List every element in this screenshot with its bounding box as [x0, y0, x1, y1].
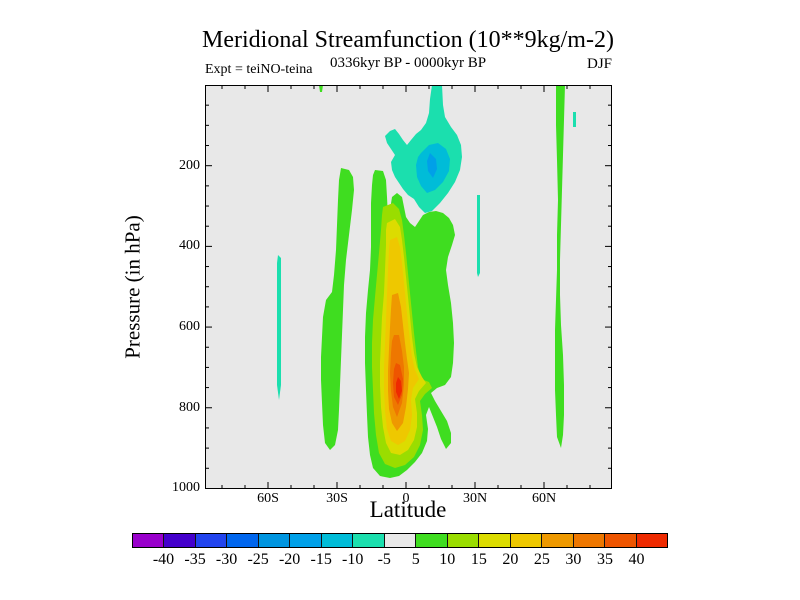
- colorbar-segment: [258, 534, 291, 547]
- period-label: 0336kyr BP - 0000kyr BP: [329, 55, 487, 71]
- colorbar-tick-label: 15: [470, 551, 487, 568]
- negative-sliver-31N: [477, 195, 480, 277]
- y-tick-label: 200: [179, 157, 200, 173]
- colorbar-segment: [542, 534, 574, 547]
- contour-band-65N-positive: [555, 85, 565, 448]
- colorbar-tick-label: 5: [411, 551, 420, 568]
- colorbar-segment: [133, 534, 165, 547]
- y-tick-label: 400: [179, 238, 200, 254]
- season-label: DJF: [586, 56, 612, 72]
- chart-title: Meridional Streamfunction (10**9kg/m-2): [202, 27, 614, 53]
- colorbar-tick-label: -10: [342, 551, 364, 568]
- colorbar-tick-label: -5: [377, 551, 391, 568]
- colorbar-tick-label: 25: [533, 551, 550, 568]
- main-positive-cell-core: [396, 377, 402, 399]
- colorbar-segment: [195, 534, 228, 547]
- colorbar: [132, 533, 668, 548]
- x-tick-label: 60S: [257, 491, 279, 506]
- colorbar-segment: [636, 534, 667, 547]
- colorbar-tick-label: -15: [310, 551, 332, 568]
- colorbar-tick-label: -40: [152, 551, 175, 568]
- colorbar-segment: [510, 534, 543, 547]
- colorbar-segment: [321, 534, 354, 547]
- colorbar-tick-label: 20: [502, 551, 519, 568]
- colorbar-segment: [605, 534, 637, 547]
- colorbar-segment: [164, 534, 196, 547]
- negative-sliver-56S: [277, 255, 281, 400]
- colorbar-segment: [447, 534, 480, 547]
- contour-plot: [205, 85, 612, 489]
- y-axis-title: Pressure (in hPa): [120, 215, 145, 359]
- colorbar-tick-label: -35: [184, 551, 206, 568]
- x-tick-label: 60N: [531, 491, 557, 506]
- contour-top-mark-positive: [319, 85, 323, 92]
- colorbar-tick-label: -20: [278, 551, 301, 568]
- colorbar-segment: [384, 534, 417, 547]
- negative-sliver-73N: [573, 112, 576, 127]
- colorbar-segment: [227, 534, 259, 547]
- colorbar-tick-label: -25: [247, 551, 269, 568]
- colorbar-segment: [353, 534, 385, 547]
- colorbar-segment: [290, 534, 322, 547]
- contour-band-30S-positive: [321, 168, 354, 450]
- colorbar-tick-label: 30: [565, 551, 582, 568]
- colorbar-tick-label: 35: [596, 551, 613, 568]
- colorbar-segment: [416, 534, 448, 547]
- y-tick-label: 1000: [172, 480, 200, 496]
- x-axis-title: Latitude: [369, 497, 447, 522]
- contour-fills: [277, 85, 576, 478]
- upper-negative-cell-level15: [427, 153, 437, 178]
- y-tick-label: 800: [179, 399, 200, 415]
- colorbar-tick-label: 40: [628, 551, 645, 568]
- colorbar-tick-label: -30: [215, 551, 238, 568]
- experiment-label: Expt = teiNO-teina: [205, 62, 313, 77]
- plot-frame: [205, 85, 612, 489]
- y-tick-label: 600: [179, 319, 200, 335]
- colorbar-segment: [479, 534, 511, 547]
- colorbar-tick-label: 10: [439, 551, 456, 568]
- colorbar-segment: [573, 534, 606, 547]
